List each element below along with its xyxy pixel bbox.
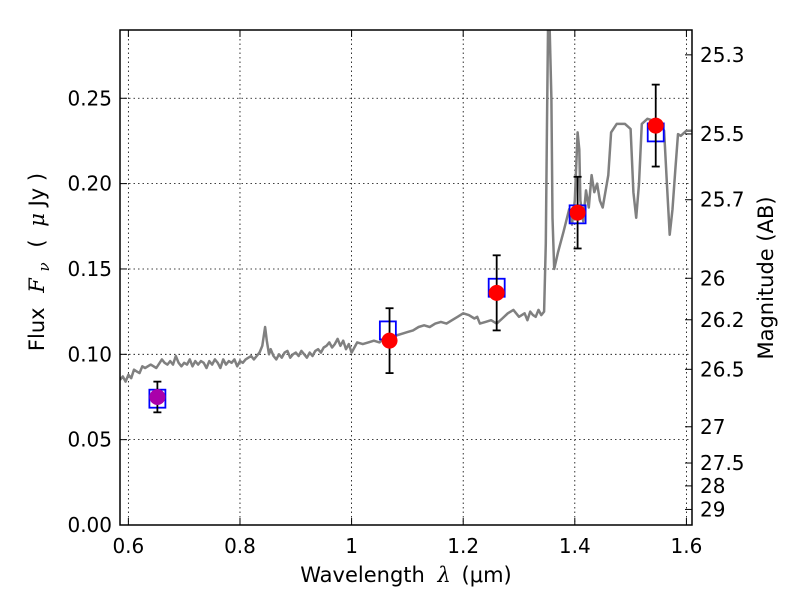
y-axis-label-unit-rest: Jy ) [25,173,49,209]
x-tick-label: 1 [345,534,358,558]
y-axis-label-unit-open: ( [25,239,49,247]
x-tick-label: 1.2 [447,534,479,558]
mag-tick-label: 25.3 [700,43,745,67]
mag-tick-label: 26.5 [700,357,745,381]
observed-point [569,204,586,221]
x-tick-label: 1.4 [559,534,591,558]
mag-tick-label: 27.5 [700,451,745,475]
axes-frame [119,29,693,526]
y-axis-label-subscript: ν [35,262,53,271]
mag-tick-label: 25.7 [700,188,745,212]
mag-tick-label: 25.5 [700,122,745,146]
x-axis-label: Wavelength λ (μm) [300,563,511,587]
y-tick-label: 0.20 [67,172,112,196]
observed-point [381,332,398,349]
y-axis-label-text: Flux [25,307,49,351]
mag-tick-label: 26 [700,266,725,290]
mag-tick-label: 28 [700,474,725,498]
tick-labels: 0.6 0.8 1 1.2 1.4 1.6 0.00 0.05 0.10 0.15 0.20 0.25… [67,43,744,558]
y-axis-label-unit-mu: μ [25,213,49,227]
mag-tick-label: 29 [700,497,725,521]
x-tick-label: 0.8 [224,534,256,558]
observed-point [647,117,664,134]
mag-tick-label: 26.2 [700,308,745,332]
y2-axis-label-text: Magnitude (AB) [754,196,778,359]
y-axis-label: Flux F ν ( μ Jy ) [25,173,54,351]
model-spectrum-line [120,30,692,383]
y-tick-label: 0.10 [67,342,112,366]
x-tick-label: 1.6 [671,534,703,558]
y-tick-label: 0.00 [67,513,112,537]
x-axis-label-text: Wavelength [300,563,425,587]
x-axis-label-unit: (μm) [462,563,512,587]
axis-ticks [120,30,692,526]
observed-point [149,388,166,405]
x-tick-label: 0.6 [112,534,144,558]
y-tick-label: 0.15 [67,257,112,281]
observed-point [488,284,505,301]
plot-area [120,30,692,414]
y-axis-label-symbol: F [25,277,49,294]
y2-axis-label: Magnitude (AB) [754,196,778,359]
mag-tick-label: 27 [700,415,725,439]
grid-lines [120,30,692,526]
y-tick-label: 0.05 [67,428,112,452]
x-axis-label-symbol: λ [437,563,451,587]
y-tick-label: 0.25 [67,86,112,110]
